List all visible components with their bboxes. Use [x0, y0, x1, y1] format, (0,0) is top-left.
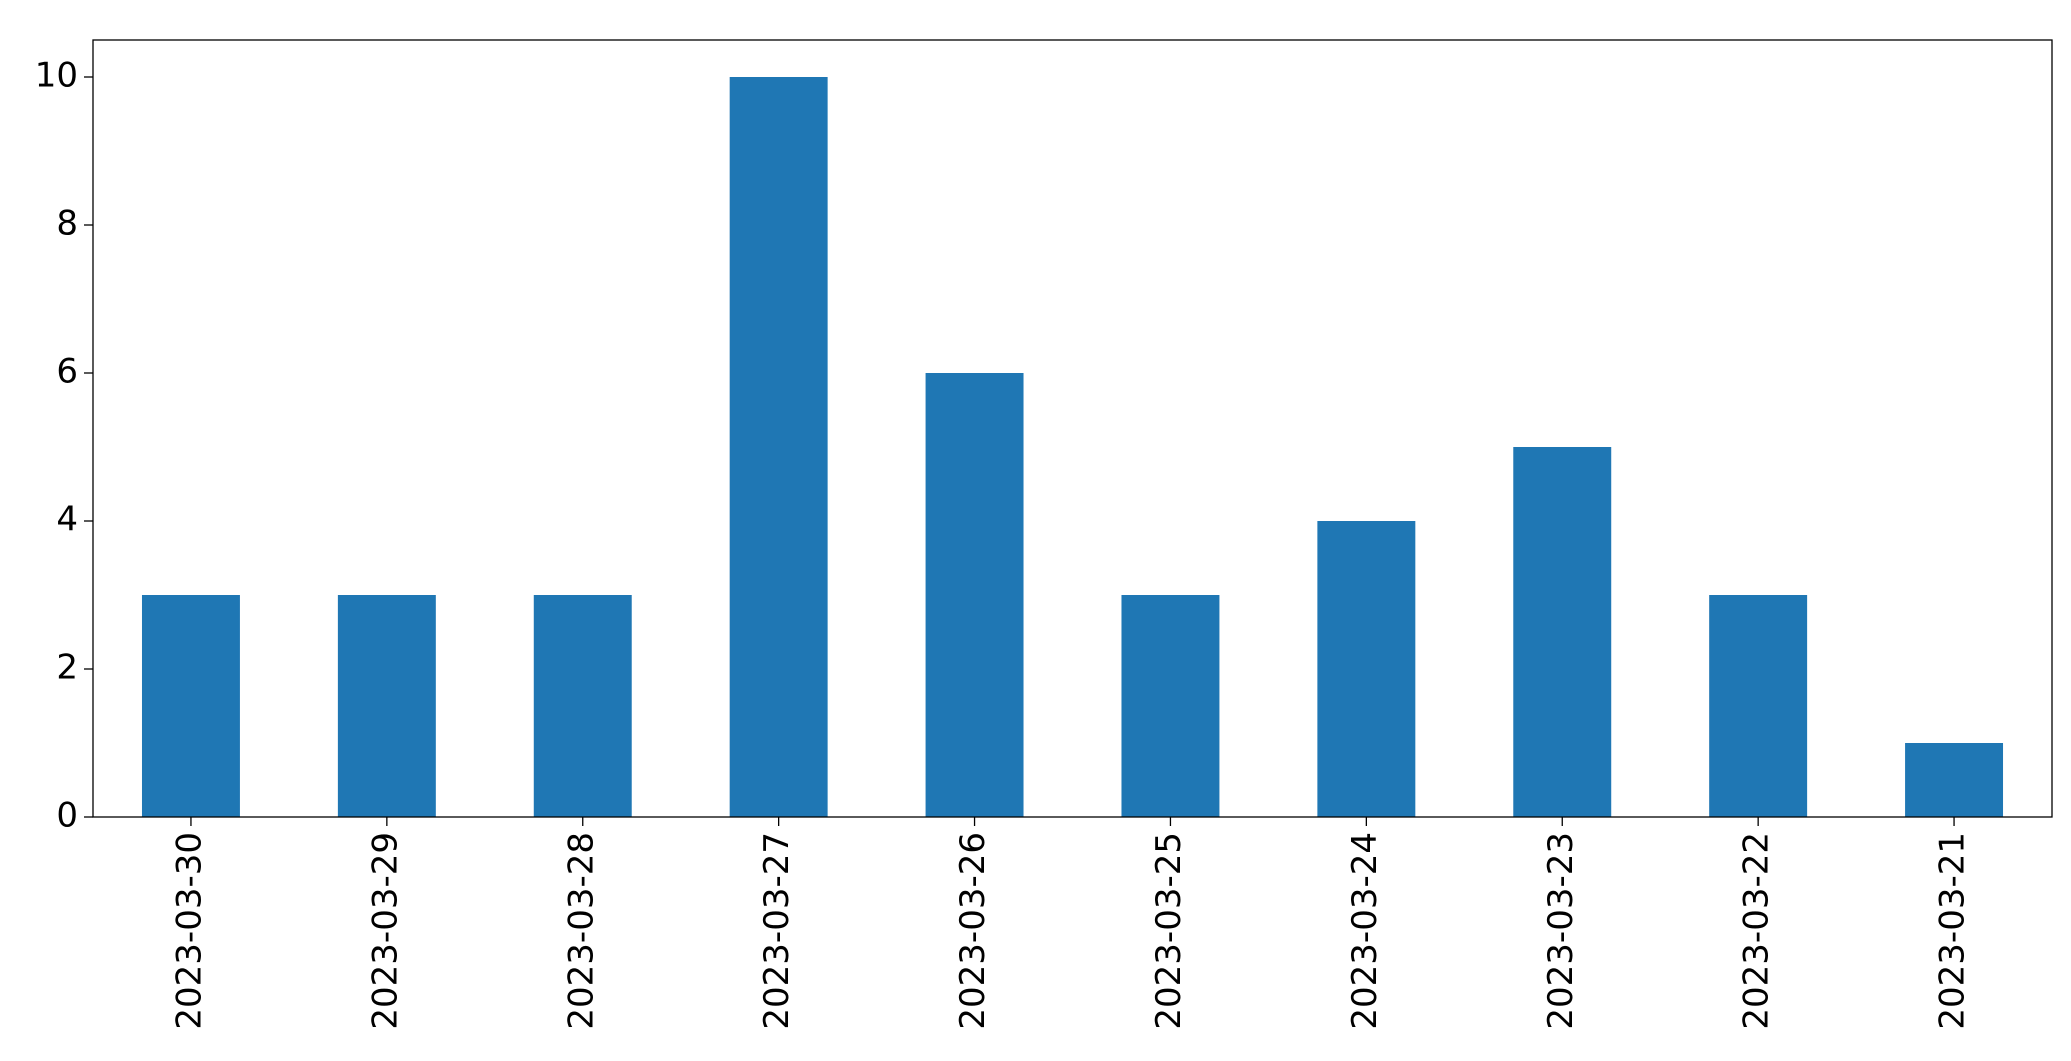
bar: [1905, 743, 2004, 817]
bar: [337, 595, 436, 817]
bar: [1513, 447, 1612, 817]
y-tick-label: 10: [35, 56, 78, 96]
x-tick-label: 2023-03-26: [953, 832, 993, 1030]
x-tick-label: 2023-03-22: [1737, 832, 1777, 1030]
x-tick-label: 2023-03-27: [757, 832, 797, 1030]
x-tick-label: 2023-03-23: [1541, 832, 1581, 1030]
bar: [1121, 595, 1220, 817]
y-tick-label: 8: [56, 204, 78, 244]
x-tick-label: 2023-03-28: [561, 832, 601, 1030]
bar: [729, 77, 828, 817]
x-tick-label: 2023-03-21: [1933, 832, 1973, 1030]
bar: [925, 373, 1024, 817]
bar: [1709, 595, 1808, 817]
y-tick-label: 0: [56, 796, 78, 836]
x-tick-label: 2023-03-25: [1149, 832, 1189, 1030]
x-tick-label: 2023-03-24: [1345, 832, 1385, 1030]
bar: [1317, 521, 1416, 817]
bar: [533, 595, 632, 817]
y-tick-label: 4: [56, 500, 78, 540]
y-tick-label: 2: [56, 648, 78, 688]
x-tick-label: 2023-03-30: [169, 832, 209, 1030]
x-tick-label: 2023-03-29: [365, 832, 405, 1030]
plot-frame: [92, 39, 2053, 818]
y-tick-label: 6: [56, 352, 78, 392]
bar: [141, 595, 240, 817]
